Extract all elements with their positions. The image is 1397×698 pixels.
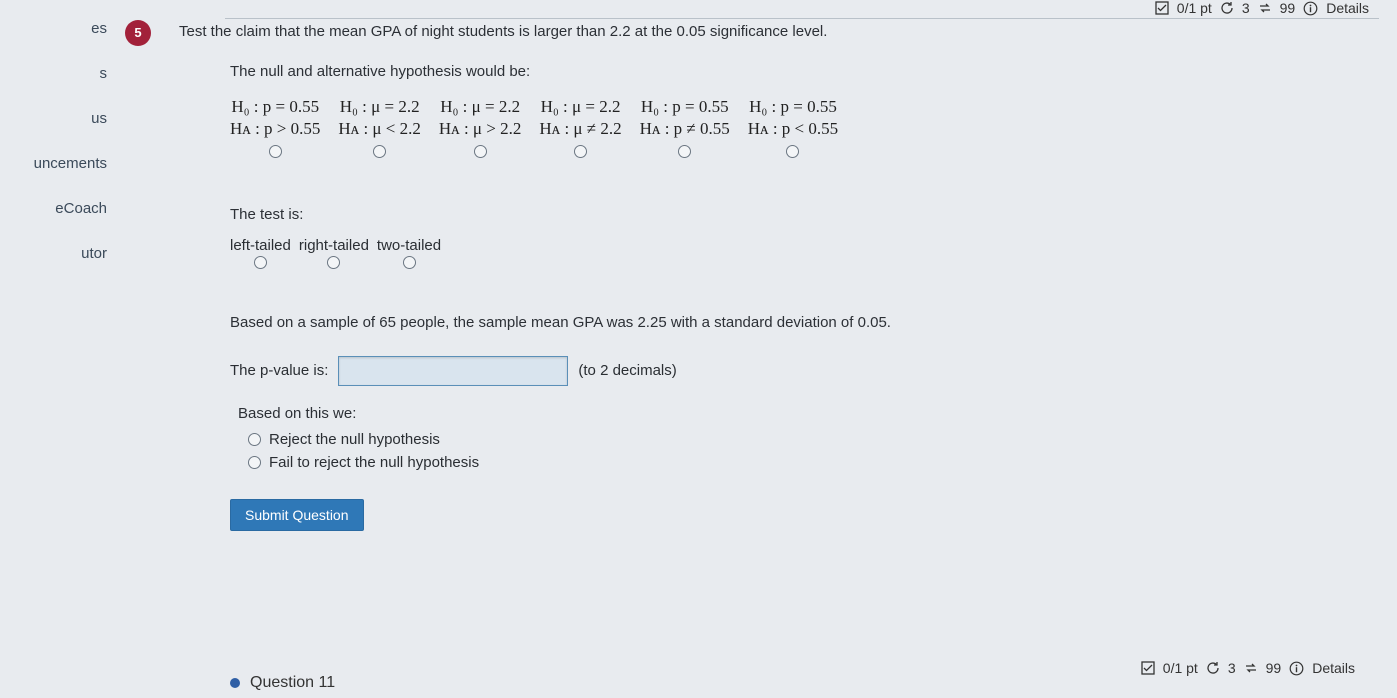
sidebar-item-announcements[interactable]: uncements [0, 147, 115, 180]
radio-icon[interactable] [403, 256, 416, 269]
sidebar-item-label: s [100, 65, 108, 82]
decision-option-reject[interactable]: Reject the null hypothesis [248, 431, 1377, 448]
hypothesis-option[interactable]: H₀ : μ = 2.2 Hᴀ : μ < 2.2 [338, 97, 421, 163]
hypothesis-option[interactable]: H₀ : p = 0.55 Hᴀ : p ≠ 0.55 [640, 97, 730, 163]
hypothesis-option[interactable]: H₀ : p = 0.55 Hᴀ : p > 0.55 [230, 97, 320, 163]
h0-text: H₀ : p = 0.55 [748, 97, 838, 117]
loop-icon [1244, 661, 1258, 675]
tail-label: left-tailed [230, 237, 291, 254]
decision-label: Reject the null hypothesis [269, 431, 440, 448]
radio-icon[interactable] [373, 145, 386, 158]
ha-text: Hᴀ : μ ≠ 2.2 [539, 119, 621, 139]
decision-label: Fail to reject the null hypothesis [269, 454, 479, 471]
sidebar-item-label: es [91, 20, 107, 37]
sidebar-item-label: uncements [34, 155, 107, 172]
ha-text: Hᴀ : p ≠ 0.55 [640, 119, 730, 139]
sidebar-item-tutor[interactable]: utor [0, 237, 115, 270]
sidebar: es s us uncements eCoach utor [0, 0, 115, 698]
hypothesis-option[interactable]: H₀ : μ = 2.2 Hᴀ : μ ≠ 2.2 [539, 97, 621, 163]
tail-option-right[interactable]: right-tailed [299, 237, 369, 273]
sidebar-item-us[interactable]: us [0, 102, 115, 135]
question-panel: 0/1 pt 3 99 Details 5 Test the claim tha… [125, 0, 1397, 698]
next-question-label: Question 11 [250, 674, 335, 692]
details-link[interactable]: Details [1326, 0, 1369, 16]
hypothesis-option[interactable]: H₀ : μ = 2.2 Hᴀ : μ > 2.2 [439, 97, 522, 163]
retry-icon [1206, 661, 1220, 675]
tail-label: right-tailed [299, 237, 369, 254]
hypothesis-option[interactable]: H₀ : p = 0.55 Hᴀ : p < 0.55 [748, 97, 838, 163]
details-link[interactable]: Details [1312, 660, 1355, 676]
retries-text: 99 [1280, 0, 1296, 16]
radio-icon[interactable] [678, 145, 691, 158]
pvalue-row: The p-value is: (to 2 decimals) [230, 356, 1377, 386]
pvalue-label: The p-value is: [230, 362, 328, 379]
question-meta-top: 0/1 pt 3 99 Details [1155, 0, 1369, 16]
decision-intro: Based on this we: [238, 402, 1377, 425]
radio-icon[interactable] [786, 145, 799, 158]
ha-text: Hᴀ : μ > 2.2 [439, 119, 522, 139]
loop-icon [1258, 1, 1272, 15]
attempts-text: 3 [1242, 0, 1250, 16]
hypothesis-options: H₀ : p = 0.55 Hᴀ : p > 0.55 H₀ : μ = 2.2… [230, 97, 1377, 163]
next-question-header[interactable]: Question 11 [230, 674, 335, 692]
radio-icon[interactable] [248, 456, 261, 469]
submit-button[interactable]: Submit Question [230, 499, 364, 531]
score-text: 0/1 pt [1163, 660, 1198, 676]
sidebar-item-s[interactable]: s [0, 57, 115, 90]
retry-icon [1220, 1, 1234, 15]
retries-text: 99 [1266, 660, 1282, 676]
info-icon[interactable] [1289, 661, 1304, 676]
sidebar-item-label: utor [81, 245, 107, 262]
question-prompt: Test the claim that the mean GPA of nigh… [179, 20, 827, 43]
bullet-icon [230, 678, 240, 688]
sidebar-item-ecoach[interactable]: eCoach [0, 192, 115, 225]
radio-icon[interactable] [269, 145, 282, 158]
radio-icon[interactable] [574, 145, 587, 158]
checkbox-icon [1141, 661, 1155, 675]
decision-option-fail[interactable]: Fail to reject the null hypothesis [248, 454, 1377, 471]
h0-text: H₀ : μ = 2.2 [439, 97, 522, 117]
ha-text: Hᴀ : p > 0.55 [230, 119, 320, 139]
pvalue-hint: (to 2 decimals) [578, 362, 676, 379]
question-meta-bottom: 0/1 pt 3 99 Details [1141, 660, 1355, 676]
question-number-badge: 5 [125, 20, 151, 46]
hypothesis-intro: The null and alternative hypothesis woul… [230, 60, 1377, 83]
radio-icon[interactable] [254, 256, 267, 269]
info-icon[interactable] [1303, 1, 1318, 16]
question-body: 5 Test the claim that the mean GPA of ni… [125, 20, 1377, 531]
ha-text: Hᴀ : p < 0.55 [748, 119, 838, 139]
h0-text: H₀ : p = 0.55 [640, 97, 730, 117]
sidebar-item-es[interactable]: es [0, 12, 115, 45]
sample-text: Based on a sample of 65 people, the samp… [230, 311, 1377, 334]
sidebar-item-label: us [91, 110, 107, 127]
tail-label: two-tailed [377, 237, 441, 254]
attempts-text: 3 [1228, 660, 1236, 676]
tail-option-two[interactable]: two-tailed [377, 237, 441, 273]
radio-icon[interactable] [474, 145, 487, 158]
checkbox-icon [1155, 1, 1169, 15]
test-is-label: The test is: [230, 203, 1377, 226]
tail-options: left-tailed right-tailed two-tailed [230, 237, 1377, 273]
score-text: 0/1 pt [1177, 0, 1212, 16]
pvalue-input[interactable] [338, 356, 568, 386]
sidebar-item-label: eCoach [55, 200, 107, 217]
h0-text: H₀ : p = 0.55 [230, 97, 320, 117]
h0-text: H₀ : μ = 2.2 [539, 97, 621, 117]
radio-icon[interactable] [327, 256, 340, 269]
radio-icon[interactable] [248, 433, 261, 446]
decision-block: Based on this we: Reject the null hypoth… [230, 402, 1377, 471]
ha-text: Hᴀ : μ < 2.2 [338, 119, 421, 139]
divider [225, 18, 1379, 19]
tail-option-left[interactable]: left-tailed [230, 237, 291, 273]
h0-text: H₀ : μ = 2.2 [338, 97, 421, 117]
